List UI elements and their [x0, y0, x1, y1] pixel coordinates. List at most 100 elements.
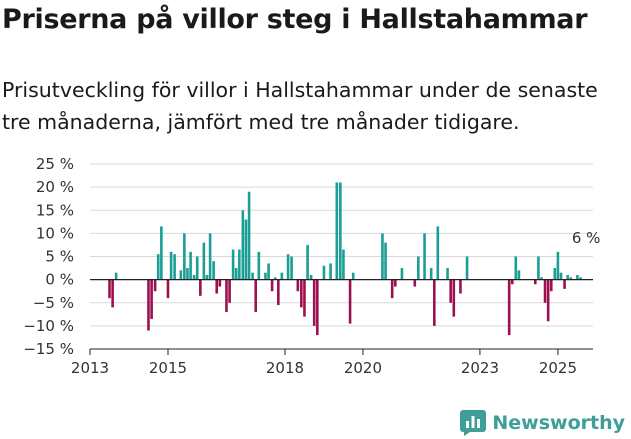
bar-chart: 25 % 20 % 15 % 10 % 5 % 0 % −5 % −10 % −15 %2013… [23, 155, 600, 377]
bar [270, 279, 274, 292]
bar [280, 272, 284, 280]
bar [537, 256, 540, 280]
bar [546, 279, 550, 322]
bar [147, 279, 150, 331]
bar [300, 279, 303, 308]
bar [251, 272, 254, 280]
bar [156, 254, 160, 280]
x-tick-label: 2013 [71, 359, 109, 377]
bar [514, 256, 518, 280]
bar [413, 279, 417, 287]
bar [183, 233, 186, 280]
bar [218, 279, 222, 287]
y-tick-label: 15 % [36, 201, 74, 219]
y-tick-label: 20 % [36, 178, 74, 196]
bar [150, 279, 153, 319]
bar [111, 279, 114, 308]
bar [400, 268, 404, 280]
bar [254, 279, 258, 313]
bar [234, 268, 238, 280]
bar [169, 251, 173, 280]
y-tick-label: 25 % [36, 155, 74, 173]
bar [264, 272, 267, 280]
bar [296, 279, 300, 292]
bar [286, 254, 290, 280]
bar [394, 279, 397, 287]
bar [199, 279, 202, 296]
bar [351, 272, 355, 280]
bar [507, 279, 511, 336]
bar [381, 233, 384, 280]
bar [238, 249, 241, 280]
bar [563, 279, 566, 289]
newsworthy-brand: Newsworthy [460, 410, 625, 436]
bar [559, 272, 563, 280]
bars [108, 182, 582, 336]
bar [225, 279, 228, 313]
bar [342, 249, 345, 280]
bar [247, 191, 251, 280]
bar [189, 251, 192, 280]
axes [89, 278, 593, 355]
bar [303, 279, 306, 317]
bar [277, 279, 280, 306]
labels: 25 % 20 % 15 % 10 % 5 % 0 % −5 % −10 % −15 %2013… [23, 155, 600, 377]
bar [553, 268, 557, 280]
bar [241, 210, 245, 280]
bar [549, 279, 553, 292]
bar [566, 275, 569, 280]
bar [465, 256, 469, 280]
bar [267, 263, 270, 280]
bar [384, 242, 387, 280]
bar [540, 277, 543, 280]
x-tick-label: 2020 [344, 359, 382, 377]
bar [446, 268, 449, 280]
x-tick-label: 2025 [539, 359, 577, 377]
bar [205, 275, 209, 280]
bar [114, 272, 118, 280]
bar [215, 279, 219, 294]
bar [244, 219, 248, 280]
bar [312, 279, 316, 326]
newsworthy-logo-icon [460, 410, 487, 436]
x-tick-label: 2018 [266, 359, 304, 377]
bar [153, 279, 157, 292]
bar [433, 279, 436, 326]
bar [192, 275, 196, 280]
bar [348, 279, 352, 324]
bar [179, 270, 183, 280]
bar [173, 254, 176, 280]
bar [273, 277, 277, 280]
bar [306, 244, 309, 280]
bar [423, 233, 426, 280]
bar [160, 226, 163, 280]
bar [231, 249, 235, 280]
bar [436, 226, 440, 280]
bar [339, 182, 342, 280]
bar [166, 279, 170, 299]
bar [309, 275, 313, 280]
bar [208, 233, 212, 280]
bar [533, 279, 537, 285]
bar [429, 268, 433, 280]
bar [335, 182, 339, 280]
y-tick-label: −5 % [33, 294, 74, 312]
y-tick-label: 10 % [36, 224, 74, 242]
brand-name: Newsworthy [492, 412, 625, 434]
chart-title: Priserna på villor steg i Hallstahammar [2, 4, 588, 35]
bar [322, 265, 326, 280]
bar [543, 279, 547, 303]
bar [195, 256, 199, 280]
bar [290, 256, 293, 280]
bar [510, 279, 514, 285]
bar [576, 275, 579, 280]
last-value-annotation: 6 % [572, 229, 601, 247]
bar [579, 277, 582, 280]
bar [390, 279, 394, 299]
bar [212, 261, 215, 280]
y-tick-label: −15 % [23, 340, 74, 358]
bar [257, 251, 261, 280]
bar [316, 279, 319, 336]
x-tick-label: 2023 [461, 359, 499, 377]
bar [517, 270, 521, 280]
